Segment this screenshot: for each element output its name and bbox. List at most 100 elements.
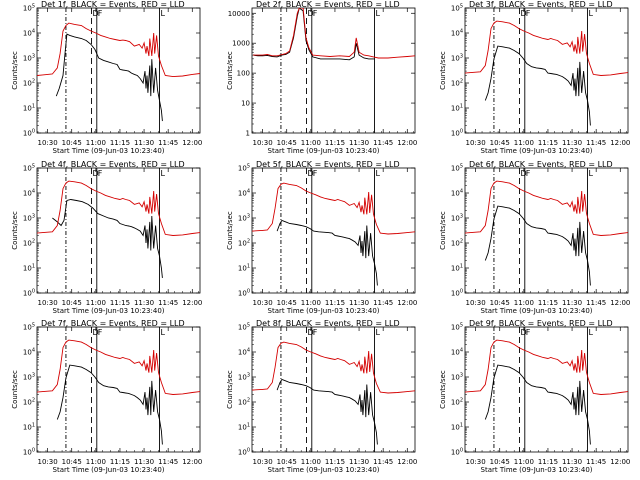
marker-label: L <box>375 9 380 18</box>
plot-frame <box>251 326 416 453</box>
x-axis-label: Start Time (09-Jun-03 10:23:40) <box>481 466 593 474</box>
marker-label: D <box>92 169 98 178</box>
x-tick-label: 11:15 <box>325 139 345 147</box>
panel-title: Det 8f, BLACK = Events, RED = LLD <box>256 319 400 328</box>
y-tick-label: 104 <box>451 189 463 198</box>
x-tick-label: 11:15 <box>538 458 558 466</box>
y-tick-label: 103 <box>23 373 35 382</box>
x-tick-label: 10:45 <box>490 299 510 307</box>
x-tick-label: 11:45 <box>373 458 393 466</box>
series-line-events <box>276 219 378 286</box>
x-tick-label: 11:15 <box>538 139 558 147</box>
y-tick-label: 100 <box>237 70 250 78</box>
x-tick-label: 11:30 <box>134 299 154 307</box>
y-tick-label: 103 <box>451 54 463 63</box>
x-tick-label: 11:00 <box>514 139 534 147</box>
series-line-lld <box>253 8 415 59</box>
y-tick-label: 105 <box>238 323 250 332</box>
x-tick-label: 10:45 <box>62 139 82 147</box>
y-tick-label: 103 <box>23 214 35 223</box>
series-line-lld <box>252 341 415 394</box>
x-axis-label: Start Time (09-Jun-03 10:23:40) <box>53 307 165 315</box>
x-axis-label: Start Time (09-Jun-03 10:23:40) <box>481 307 593 315</box>
y-tick-label: 101 <box>451 104 463 113</box>
marker-label: D <box>92 9 98 18</box>
y-tick-label: 100 <box>451 448 463 457</box>
y-tick-label: 104 <box>238 189 250 198</box>
y-tick-label: 105 <box>23 4 35 13</box>
y-tick-label: 102 <box>451 398 463 407</box>
y-tick-label: 101 <box>23 104 35 113</box>
x-tick-label: 12:00 <box>610 139 630 147</box>
y-tick-label: 103 <box>23 54 35 63</box>
marker-label: L <box>588 169 593 178</box>
y-tick-label: 101 <box>238 264 250 273</box>
y-tick-label: 105 <box>238 164 250 173</box>
marker-label: F <box>526 328 531 337</box>
x-tick-label: 11:45 <box>373 139 393 147</box>
series-line-events <box>484 364 591 445</box>
series-line-lld <box>465 339 628 395</box>
y-tick-label: 100 <box>23 129 35 138</box>
y-tick-label: 100 <box>451 129 463 138</box>
panel-title: Det 6f, BLACK = Events, RED = LLD <box>469 160 613 169</box>
plot-frame <box>36 326 201 453</box>
x-tick-label: 10:45 <box>62 458 82 466</box>
y-tick-label: 105 <box>23 164 35 173</box>
plot-frame <box>251 7 416 134</box>
y-axis-label: Counts/sec <box>439 211 447 250</box>
y-tick-label: 105 <box>451 164 463 173</box>
x-tick-label: 12:00 <box>182 458 202 466</box>
marker-label: F <box>526 169 531 178</box>
series-line-events <box>276 378 378 445</box>
y-tick-label: 104 <box>451 348 463 357</box>
y-axis-label: Counts/sec <box>11 370 19 409</box>
y-tick-label: 100 <box>238 448 250 457</box>
x-tick-label: 10:45 <box>490 139 510 147</box>
x-tick-label: 11:30 <box>562 299 582 307</box>
marker-label: D <box>520 169 526 178</box>
x-tick-label: 11:45 <box>373 299 393 307</box>
x-tick-label: 12:00 <box>610 458 630 466</box>
marker-label: D <box>92 328 98 337</box>
y-tick-label: 10 <box>241 100 250 108</box>
x-tick-label: 12:00 <box>182 299 202 307</box>
marker-label: F <box>313 169 318 178</box>
panel-det-6: Det 6f, BLACK = Events, RED = LLD 10:30 10… <box>439 160 630 315</box>
marker-label: L <box>375 328 380 337</box>
x-tick-label: 11:00 <box>514 299 534 307</box>
x-tick-label: 10:30 <box>253 299 273 307</box>
x-tick-label: 11:30 <box>349 458 369 466</box>
plot-frame <box>36 7 201 134</box>
x-axis-label: Start Time (09-Jun-03 10:23:40) <box>268 466 380 474</box>
marker-label: D <box>520 9 526 18</box>
y-tick-label: 102 <box>23 239 35 248</box>
x-tick-label: 10:30 <box>253 139 273 147</box>
y-tick-label: 100 <box>23 289 35 298</box>
x-tick-label: 10:30 <box>466 299 486 307</box>
x-axis-label: Start Time (09-Jun-03 10:23:40) <box>53 466 165 474</box>
x-tick-label: 11:15 <box>110 299 130 307</box>
y-axis-label: Counts/sec <box>226 211 234 250</box>
y-tick-label: 103 <box>451 373 463 382</box>
x-axis-label: Start Time (09-Jun-03 10:23:40) <box>268 307 380 315</box>
x-tick-label: 11:30 <box>349 299 369 307</box>
x-axis-label: Start Time (09-Jun-03 10:23:40) <box>268 147 380 155</box>
x-tick-label: 11:30 <box>562 458 582 466</box>
y-axis-label: Counts/sec <box>439 51 447 90</box>
y-axis-label: Counts/sec <box>226 51 234 90</box>
series-line-events <box>52 199 163 278</box>
x-tick-label: 10:30 <box>253 458 273 466</box>
y-tick-label: 1000 <box>232 40 250 48</box>
x-tick-label: 11:00 <box>514 458 534 466</box>
series-line-events <box>252 8 375 61</box>
x-tick-label: 11:00 <box>301 299 321 307</box>
marker-label: L <box>588 328 593 337</box>
marker-label: F <box>98 328 103 337</box>
y-tick-label: 104 <box>23 189 35 198</box>
x-tick-label: 10:30 <box>38 299 58 307</box>
